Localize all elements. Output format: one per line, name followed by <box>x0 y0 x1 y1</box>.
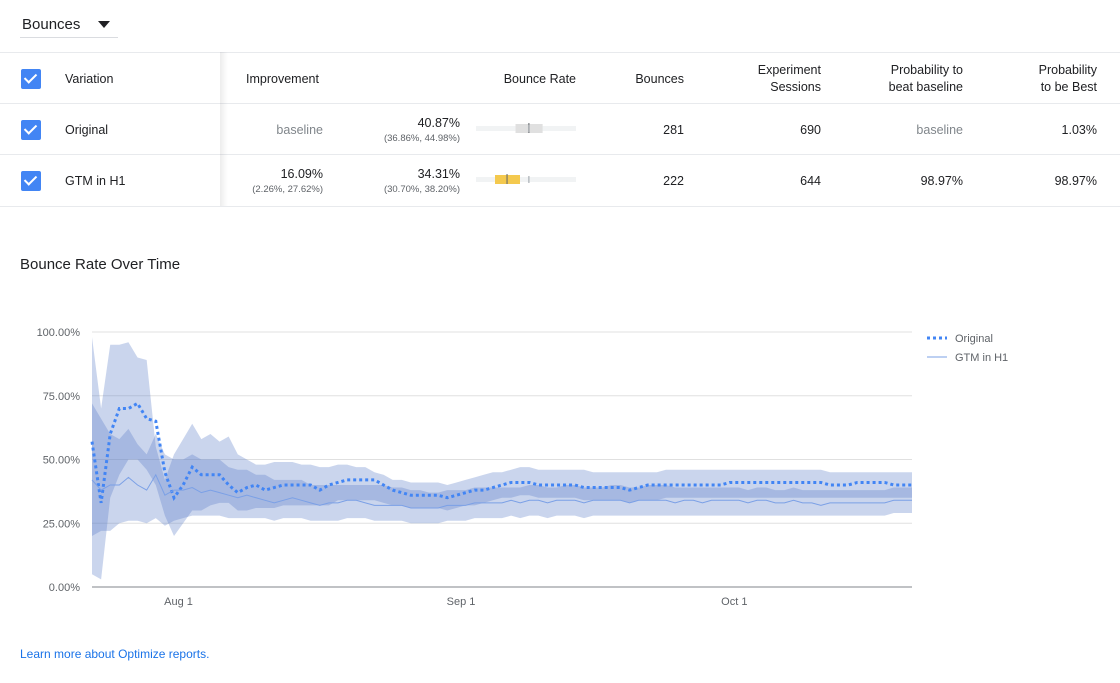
table-header-row: Variation Improvement Bounce Rate Bounce… <box>0 52 1120 104</box>
bounce-rate-range: (36.86%, 44.98%) <box>383 133 460 144</box>
prob-best-value: 98.97% <box>1054 174 1097 188</box>
table-row: GTM in H1 16.09% (2.26%, 27.62%) 34.31% … <box>0 154 1120 207</box>
header-bounce-rate: Bounce Rate <box>503 72 576 86</box>
bounces-value: 281 <box>663 123 684 137</box>
y-tick-label: 25.00% <box>43 518 81 530</box>
header-experiment-sessions: Experiment Sessions <box>757 63 821 94</box>
row-checkbox-gtm-in-h1[interactable] <box>21 171 41 191</box>
x-tick-label: Sep 1 <box>447 596 476 608</box>
legend-label-0: Original <box>955 333 993 345</box>
y-tick-label: 0.00% <box>49 582 80 594</box>
table-row: Original baseline 40.87% (36.86%, 44.98%… <box>0 103 1120 155</box>
row-checkbox-original[interactable] <box>21 120 41 140</box>
ci-track <box>476 177 576 182</box>
prob-beat-value: 98.97% <box>920 174 963 188</box>
prob-best-value: 1.03% <box>1061 123 1097 137</box>
metric-dropdown-value: Bounces <box>22 16 81 33</box>
header-variation: Variation <box>65 72 114 86</box>
header-probability-best: Probability to be Best <box>1038 63 1097 94</box>
bounces-value: 222 <box>663 174 684 188</box>
variation-name: GTM in H1 <box>65 174 126 188</box>
dropdown-caret-icon <box>98 21 110 28</box>
x-tick-label: Oct 1 <box>721 596 747 608</box>
legend-label-1: GTM in H1 <box>955 352 1008 364</box>
y-tick-label: 100.00% <box>37 327 81 339</box>
improvement-value: 16.09% <box>280 167 323 181</box>
improvement-range: (2.26%, 27.62%) <box>252 184 323 195</box>
column-divider-shadow <box>220 52 228 206</box>
header-bounces: Bounces <box>635 72 684 86</box>
series-line-1 <box>91 473 912 509</box>
prob-beat-value: baseline <box>916 123 963 137</box>
bounce-rate-value: 34.31% <box>417 167 460 181</box>
select-all-checkbox[interactable] <box>21 69 41 89</box>
y-tick-label: 75.00% <box>43 391 81 403</box>
confidence-band-1 <box>92 403 912 536</box>
bounce-rate-ci-bar <box>476 123 576 133</box>
sessions-value: 690 <box>800 123 821 137</box>
learn-more-link[interactable]: Learn more about Optimize reports. <box>20 647 210 661</box>
x-tick-label: Aug 1 <box>164 596 193 608</box>
bounce-rate-range: (30.70%, 38.20%) <box>383 184 460 195</box>
confidence-band-0 <box>92 337 912 580</box>
metric-dropdown[interactable]: Bounces <box>20 12 118 38</box>
bounce-rate-chart: 100.00% 75.00% 50.00% 25.00% 0.00% Aug 1 Sep 1… <box>37 327 1009 608</box>
improvement-value: baseline <box>276 123 323 137</box>
bounce-rate-ci-bar <box>476 174 576 184</box>
chart-title: Bounce Rate Over Time <box>20 256 181 273</box>
header-improvement: Improvement <box>246 72 319 86</box>
header-probability-beat-baseline: Probability to beat baseline <box>888 63 963 94</box>
bounce-rate-value: 40.87% <box>417 116 460 130</box>
sessions-value: 644 <box>800 174 821 188</box>
y-tick-label: 50.00% <box>43 455 81 467</box>
variation-name: Original <box>65 123 109 137</box>
